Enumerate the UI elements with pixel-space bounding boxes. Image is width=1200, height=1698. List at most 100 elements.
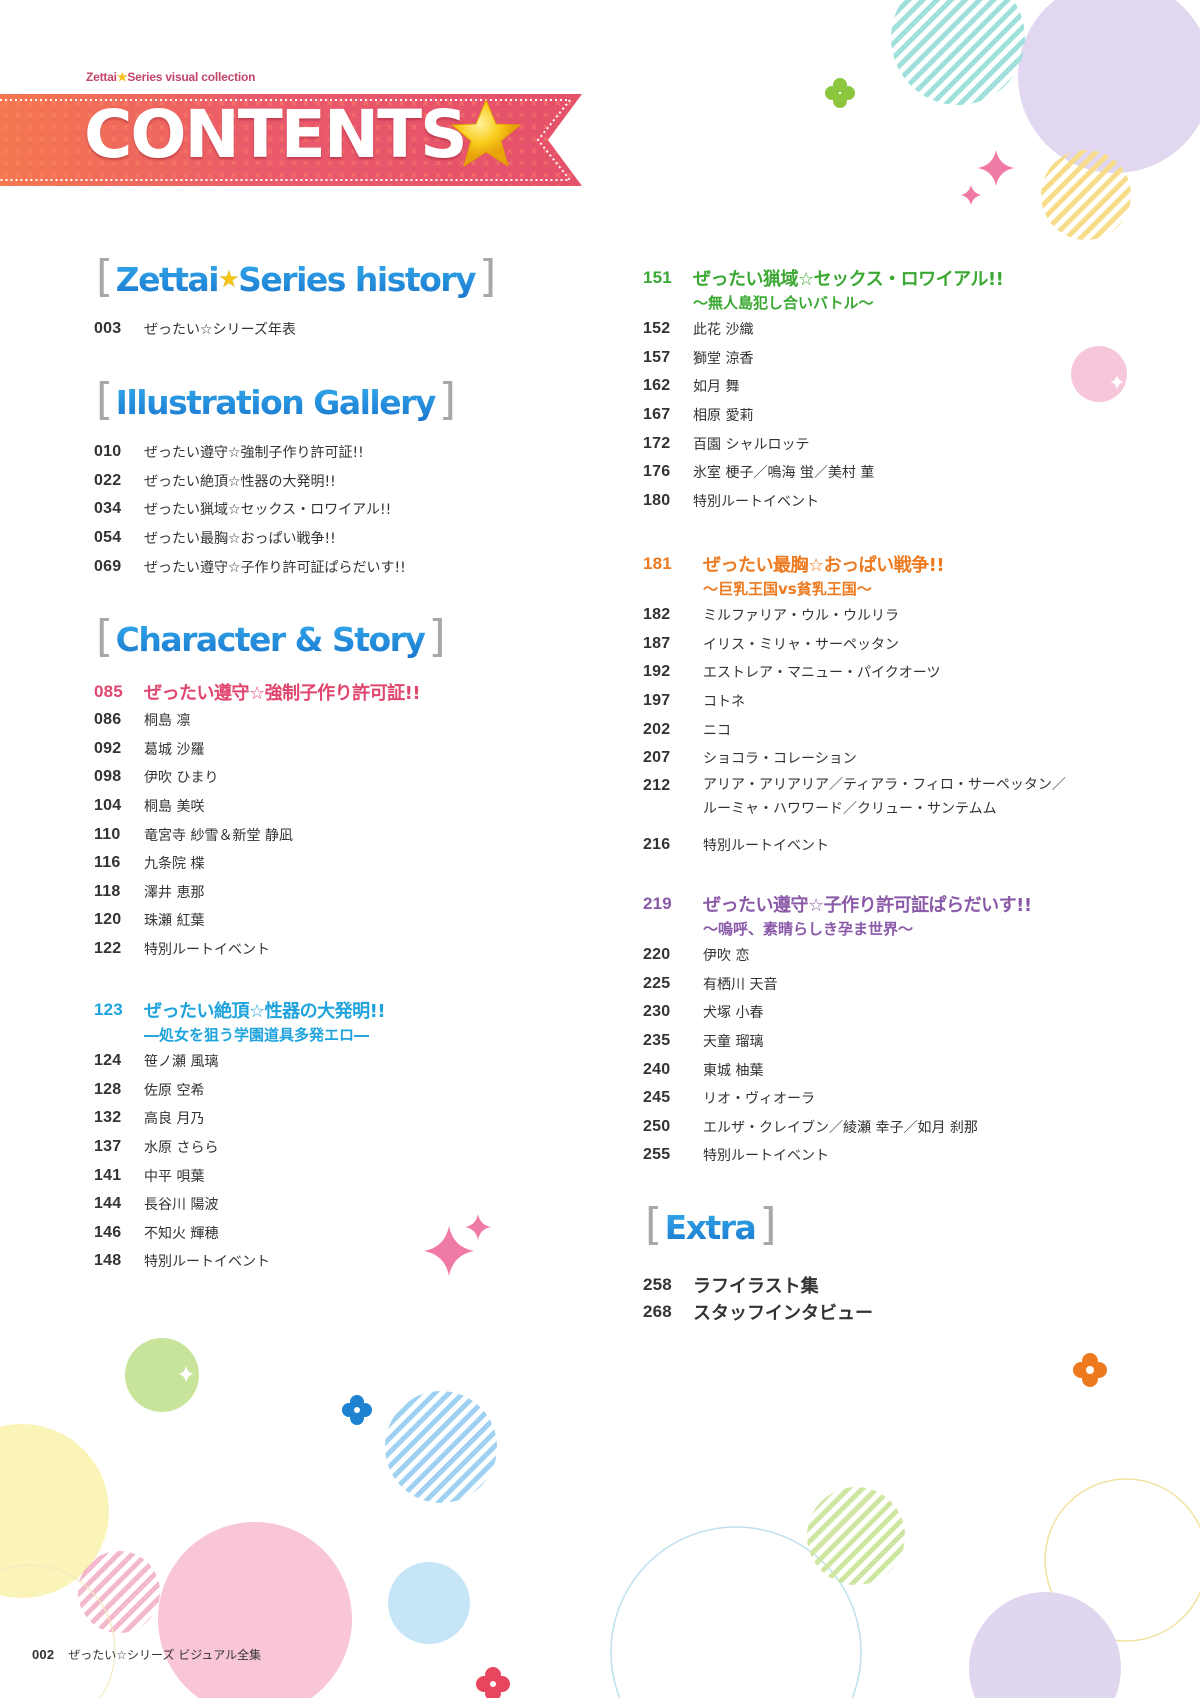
toc-entry[interactable]: 258 ラフイラスト集 [643,1271,873,1298]
bracket-right: ] [438,373,456,425]
group-subtitle: ～嗚呼、素晴らしき孕ま世界～ [703,919,914,938]
toc-entry[interactable]: 216 特別ルートイベント [643,831,1066,860]
toc-entry[interactable]: 116 九条院 楪 [94,849,420,878]
clover-icons [342,78,1107,1698]
page-number: 235 [643,1032,671,1050]
toc-entry[interactable]: 122 特別ルートイベント [94,935,420,964]
page-number: 230 [643,1003,671,1021]
group-title-row[interactable]: 181 ぜったい最胸☆おっぱい戦争!! [643,552,1066,576]
toc-entry[interactable]: 054 ぜったい最胸☆おっぱい戦争!! [94,524,406,553]
group-title: ぜったい遵守☆子作り許可証ぱらだいす!! [703,894,1032,916]
page-number: 180 [643,491,671,509]
toc-entry[interactable]: 230 犬塚 小春 [643,998,1032,1027]
toc-entry[interactable]: 225 有栖川 天音 [643,970,1032,999]
page-number: 255 [643,1146,671,1164]
group-title-row[interactable]: 219 ぜったい遵守☆子作り許可証ぱらだいす!! [643,892,1032,916]
heading-text-left: Zettai [115,259,219,299]
page-number: 245 [643,1089,671,1107]
toc-entry[interactable]: 240 東城 柚葉 [643,1055,1032,1084]
toc-entry[interactable]: 250 エルザ・クレイブン／綾瀬 幸子／如月 刹那 [643,1113,1032,1142]
page-number: 002 [32,1647,55,1662]
toc-entry[interactable]: 220 伊吹 恋 [643,941,1032,970]
toc-entry[interactable]: 092 葛城 沙羅 [94,735,420,764]
toc-entry[interactable]: 022 ぜったい絶頂☆性器の大発明!! [94,467,406,496]
group-entries: 182 ミルファリア・ウル・ウルリラ 187 イリス・ミリャ・サーペッタン 192 エスト… [643,601,1066,859]
toc-entry[interactable]: 245 リオ・ヴィオーラ [643,1084,1032,1113]
toc-entry[interactable]: 086 桐島 凛 [94,706,420,735]
toc-entry[interactable]: 255 特別ルートイベント [643,1141,1032,1170]
toc-entry[interactable]: 110 竜宮寺 紗雪＆新堂 静凪 [94,820,420,849]
toc-entry[interactable]: 098 伊吹 ひまり [94,763,420,792]
toc-entry[interactable]: 212 アリア・アリアリア／ティアラ・フィロ・サーペッタン／ ルーミャ・ハワワード／… [643,773,1066,831]
entry-title: ぜったい遵守☆強制子作り許可証!! [144,445,364,462]
toc-entry[interactable]: 148 特別ルートイベント [94,1247,385,1276]
toc-entry[interactable]: 128 佐原 空希 [94,1076,385,1105]
toc-entry[interactable]: 034 ぜったい猟域☆セックス・ロワイアル!! [94,495,406,524]
toc-entry[interactable]: 182 ミルファリア・ウル・ウルリラ [643,601,1066,630]
page-number: 003 [94,320,122,338]
story-group: 151 ぜったい猟域☆セックス・ロワイアル!! ～無人島犯し合いバトル～ 152 此花 … [643,266,1004,516]
page-number: 187 [643,634,671,652]
toc-entry[interactable]: 202 ニコ [643,715,1066,744]
entry-title: 天童 瑠璃 [703,1034,764,1051]
group-title-row[interactable]: 123 ぜったい絶頂☆性器の大発明!! [94,998,386,1022]
entry-title: リオ・ヴィオーラ [703,1091,815,1108]
group-title-row[interactable]: 085 ぜったい遵守☆強制子作り許可証!! [94,677,421,706]
entry-title: 笹ノ瀬 風璃 [144,1054,219,1071]
toc-entry[interactable]: 268 スタッフインタビュー [643,1298,873,1325]
toc-entry[interactable]: 144 長谷川 陽波 [94,1190,385,1219]
heading-text: Character & Story [115,619,425,659]
entry-title-line2: ルーミャ・ハワワード／クリュー・サンテムム [703,800,997,817]
toc-entry[interactable]: 137 水原 さらら [94,1133,385,1162]
bracket-left: [ [96,373,113,425]
entry-title: 伊吹 恋 [703,948,750,965]
entry-title: 長谷川 陽波 [144,1197,219,1214]
page-number: 146 [94,1223,122,1241]
toc-entry[interactable]: 141 中平 唄葉 [94,1161,385,1190]
toc-entry[interactable]: 180 特別ルートイベント [643,487,1003,516]
toc-entry[interactable]: 132 高良 月乃 [94,1104,385,1133]
toc-entry[interactable]: 146 不知火 輝穂 [94,1219,385,1248]
group-title: ぜったい最胸☆おっぱい戦争!! [703,554,945,576]
toc-entry[interactable]: 124 笹ノ瀬 風璃 [94,1047,385,1076]
toc-entry[interactable]: 152 此花 沙織 [643,315,1003,344]
entry-title: 氷室 梗子／鳴海 蛍／美村 菫 [693,465,875,482]
heading-series-history: [Zettai ★ Series history] [92,251,499,302]
entry-title: 伊吹 ひまり [144,770,219,787]
group-title-row[interactable]: 151 ぜったい猟域☆セックス・ロワイアル!! [643,266,1004,290]
entry-title: 如月 舞 [693,379,740,396]
page-number: 141 [94,1166,122,1184]
toc-entry[interactable]: 187 イリス・ミリャ・サーペッタン [643,630,1066,659]
entry-title: 九条院 楪 [144,856,205,873]
entry-title-block: アリア・アリアリア／ティアラ・フィロ・サーペッタン／ ルーミャ・ハワワード／クリュ… [703,773,1066,821]
entry-title: 桐島 美咲 [144,799,205,816]
toc-entry[interactable]: 192 エストレア・マニュー・パイクオーツ [643,658,1066,687]
toc-entry[interactable]: 003 ぜったい☆シリーズ年表 [94,315,296,344]
toc-entry[interactable]: 207 ショコラ・コレーション [643,744,1066,773]
entry-title: 竜宮寺 紗雪＆新堂 静凪 [144,827,293,844]
toc-entry[interactable]: 157 獅堂 涼香 [643,344,1003,373]
entry-title: イリス・ミリャ・サーペッタン [703,636,899,653]
entry-title: 水原 さらら [144,1140,219,1157]
toc-entry[interactable]: 235 天童 瑠璃 [643,1027,1032,1056]
toc-entry[interactable]: 010 ぜったい遵守☆強制子作り許可証!! [94,438,406,467]
page-number: 157 [643,348,671,366]
entry-title: 葛城 沙羅 [144,741,205,758]
toc-entry[interactable]: 069 ぜったい遵守☆子作り許可証ぱらだいす!! [94,552,406,581]
page-number: 116 [94,854,121,872]
entry-title: 澤井 恵那 [144,884,205,901]
toc-entry[interactable]: 197 コトネ [643,687,1066,716]
toc-entry[interactable]: 162 如月 舞 [643,372,1003,401]
toc-entry[interactable]: 120 珠瀬 紅葉 [94,906,420,935]
toc-entry[interactable]: 176 氷室 梗子／鳴海 蛍／美村 菫 [643,458,1003,487]
entry-title: 有栖川 天音 [703,976,778,993]
star-icon [450,98,522,168]
heading-text-right: Series history [238,259,476,299]
toc-entry[interactable]: 167 相原 愛莉 [643,401,1003,430]
entry-title: ミルファリア・ウル・ウルリラ [703,608,899,625]
toc-entry[interactable]: 104 桐島 美咲 [94,792,420,821]
toc-entry[interactable]: 118 澤井 恵那 [94,878,420,907]
footer-title: ぜったい☆シリーズ ビジュアル全集 [68,1648,262,1662]
toc-entry[interactable]: 172 百園 シャルロッテ [643,429,1003,458]
heading-character-story: [Character & Story] [92,611,448,662]
